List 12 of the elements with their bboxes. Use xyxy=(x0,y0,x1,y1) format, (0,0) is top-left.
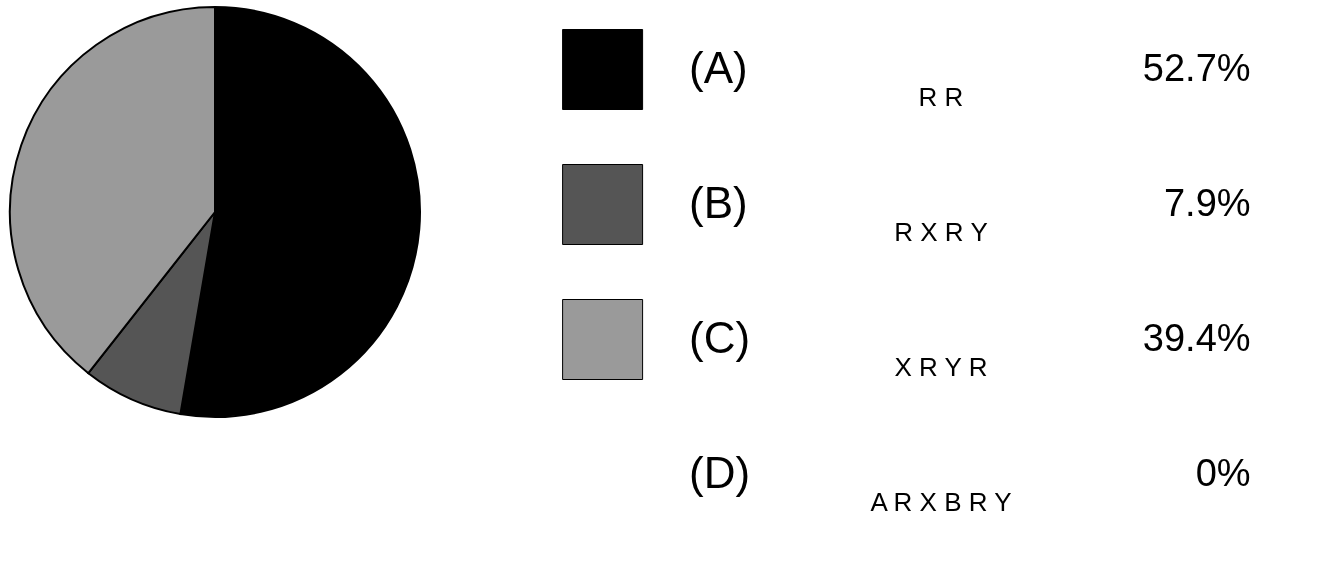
legend-label: (B) xyxy=(689,177,748,227)
text: A R X B R Y xyxy=(870,486,1012,517)
legend-label: (C) xyxy=(689,312,751,362)
category-label: (D) xyxy=(689,447,751,497)
legend-label: (A) xyxy=(689,42,748,92)
data-label: 52.7% xyxy=(1142,46,1251,89)
text: X R Y R xyxy=(894,351,988,382)
text: R R xyxy=(918,81,964,112)
text: 0% xyxy=(1195,451,1251,494)
data-label: 39.4% xyxy=(1142,316,1251,359)
data-label: 7.9% xyxy=(1163,181,1251,224)
text: R X R Y xyxy=(894,216,988,247)
